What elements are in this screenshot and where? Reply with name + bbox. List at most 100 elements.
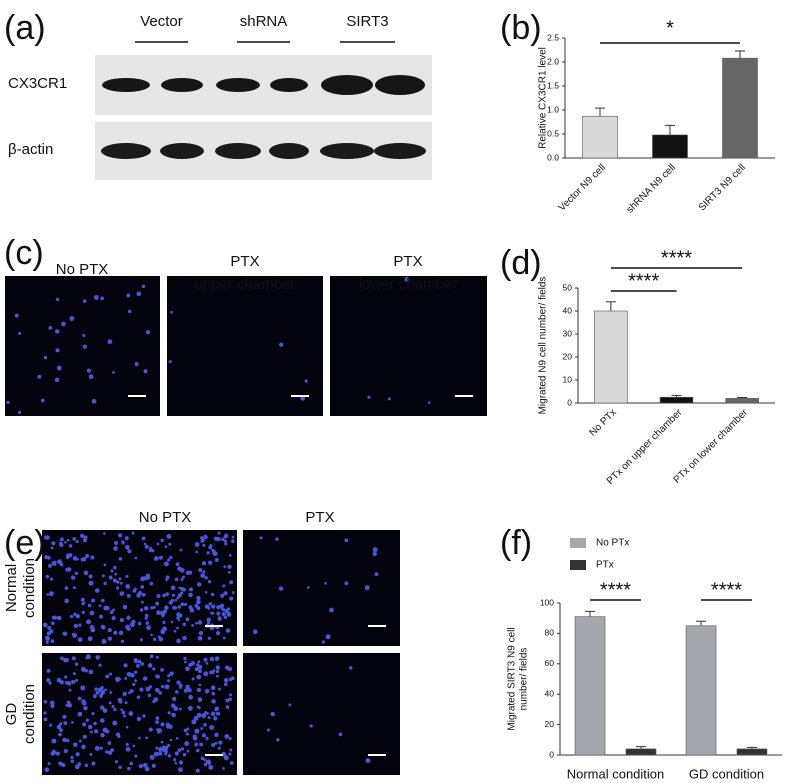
cell-dot xyxy=(309,724,313,728)
cell-dot xyxy=(61,321,66,327)
cell-dot xyxy=(107,627,112,633)
cell-dot xyxy=(45,640,49,644)
cell-dot xyxy=(211,612,215,615)
cell-dot xyxy=(118,699,123,704)
cell-dot xyxy=(215,665,221,670)
cell-dot xyxy=(91,712,95,716)
cell-dot xyxy=(98,604,102,608)
cell-dot xyxy=(51,738,57,744)
cell-dot xyxy=(214,741,218,745)
cell-dot xyxy=(188,587,193,592)
cell-dot xyxy=(56,365,62,371)
cell-dot xyxy=(125,725,129,729)
cell-dot xyxy=(48,591,54,597)
cell-dot xyxy=(134,679,137,683)
cell-dot xyxy=(52,560,57,565)
cell-dot xyxy=(97,687,103,693)
cell-dot xyxy=(225,698,230,703)
blot-band xyxy=(161,78,203,92)
cell-dot xyxy=(127,309,132,314)
cell-dot xyxy=(209,656,215,662)
cell-dot xyxy=(134,660,138,664)
y-tick-label: 20 xyxy=(545,719,555,729)
cell-dot xyxy=(82,344,88,349)
cell-dot xyxy=(85,656,89,660)
cell-dot xyxy=(111,616,116,621)
cell-dot xyxy=(149,581,154,586)
micrograph xyxy=(243,653,400,775)
cell-dot xyxy=(208,764,214,770)
cell-dot xyxy=(157,730,160,734)
cell-dot xyxy=(77,696,82,701)
cell-dot xyxy=(60,656,64,661)
cell-dot xyxy=(156,594,161,599)
cell-dot xyxy=(427,401,431,404)
cell-dot xyxy=(200,573,206,578)
cell-dot xyxy=(126,615,131,620)
cell-dot xyxy=(50,639,55,644)
y-tick-label: 30 xyxy=(563,328,573,338)
cell-dot xyxy=(155,716,160,720)
cell-dot xyxy=(100,705,105,710)
cell-dot xyxy=(51,749,57,755)
cell-dot xyxy=(143,606,149,611)
cell-dot xyxy=(182,635,187,641)
cell-dot xyxy=(40,398,45,403)
error-bar xyxy=(635,746,646,749)
cell-dot xyxy=(201,733,207,738)
cell-dot xyxy=(142,714,146,718)
cell-dot xyxy=(170,310,173,314)
cell-dot xyxy=(329,607,334,613)
cell-dot xyxy=(105,674,110,679)
cell-dot xyxy=(132,588,137,593)
cell-dot xyxy=(107,750,113,756)
cell-dot xyxy=(184,660,187,664)
cell-dot xyxy=(115,676,120,682)
cell-dot xyxy=(103,563,107,567)
cell-dot xyxy=(47,555,51,560)
cell-dot xyxy=(201,714,205,718)
cell-dot xyxy=(178,683,183,688)
cell-dot xyxy=(160,610,164,614)
cell-dot xyxy=(172,696,177,702)
cell-dot xyxy=(75,678,79,682)
cell-dot xyxy=(195,663,200,667)
micrograph xyxy=(243,530,400,646)
cell-dot xyxy=(364,585,370,591)
cell-dot xyxy=(63,657,68,663)
micrograph xyxy=(330,276,487,416)
cell-dot xyxy=(177,748,182,752)
cell-dot xyxy=(174,751,179,756)
image-column-title: lower chamber xyxy=(359,276,457,293)
blot-band xyxy=(102,78,150,92)
cell-dot xyxy=(216,674,219,678)
cell-dot xyxy=(228,667,233,672)
cell-dot xyxy=(68,544,73,548)
image-column-title: No PTX xyxy=(139,509,192,526)
cell-dot xyxy=(183,688,188,693)
cell-dot xyxy=(105,750,109,754)
cell-dot xyxy=(150,606,154,610)
cell-dot xyxy=(224,734,230,739)
cell-dot xyxy=(213,716,218,721)
cell-dot xyxy=(160,740,164,744)
error-bar xyxy=(595,107,605,117)
cell-dot xyxy=(57,559,62,565)
cell-dot xyxy=(176,596,180,600)
y-tick-label: 80 xyxy=(545,628,555,638)
cell-dot xyxy=(100,732,105,738)
cell-dot xyxy=(93,721,97,726)
cell-dot xyxy=(201,561,207,566)
cell-dot xyxy=(145,330,151,335)
cell-dot xyxy=(78,623,82,627)
cell-dot xyxy=(160,629,166,635)
cell-dot xyxy=(125,584,131,590)
cell-dot xyxy=(103,532,106,535)
cell-dot xyxy=(174,577,179,582)
cell-dot xyxy=(78,739,82,743)
cell-dot xyxy=(48,681,52,685)
cell-dot xyxy=(182,622,187,627)
cell-dot xyxy=(199,742,204,747)
